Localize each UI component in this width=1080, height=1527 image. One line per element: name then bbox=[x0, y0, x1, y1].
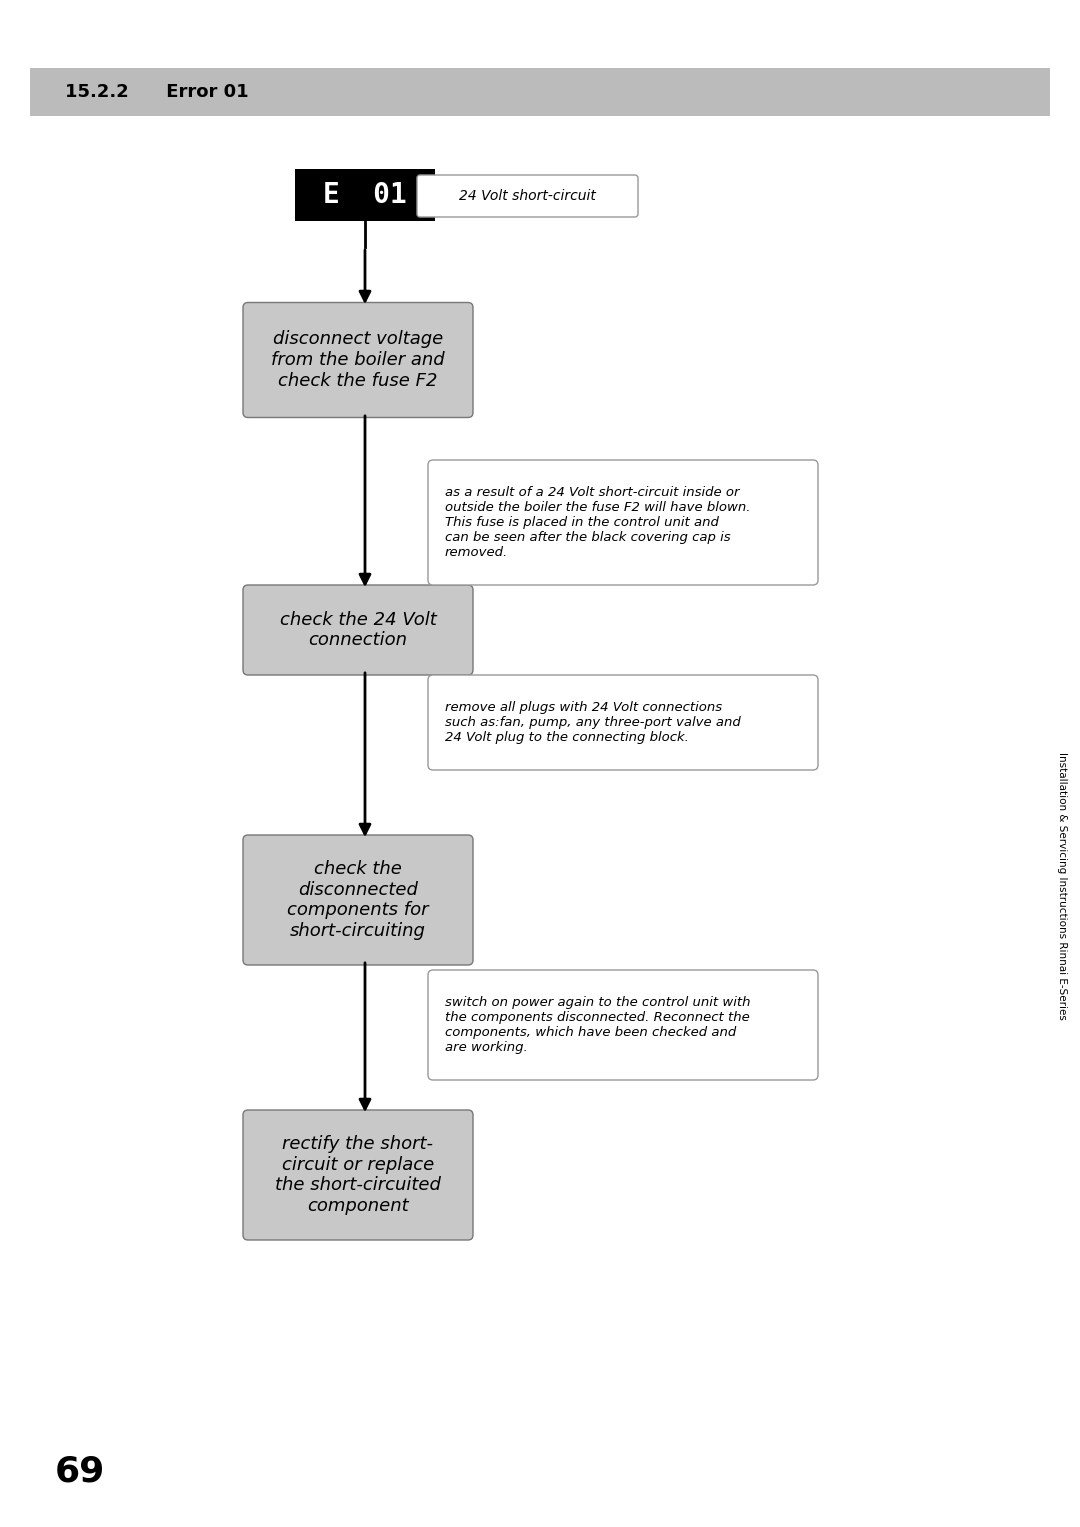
FancyBboxPatch shape bbox=[243, 1110, 473, 1240]
Text: disconnect voltage
from the boiler and
check the fuse F2: disconnect voltage from the boiler and c… bbox=[271, 330, 445, 389]
FancyBboxPatch shape bbox=[243, 302, 473, 417]
Text: Installation & Servicing Instructions Rinnai E-Series: Installation & Servicing Instructions Ri… bbox=[1057, 751, 1067, 1020]
Text: 24 Volt short-circuit: 24 Volt short-circuit bbox=[459, 189, 596, 203]
FancyBboxPatch shape bbox=[243, 585, 473, 675]
Text: E  01: E 01 bbox=[323, 182, 407, 209]
Text: 69: 69 bbox=[55, 1455, 106, 1489]
Text: switch on power again to the control unit with
the components disconnected. Reco: switch on power again to the control uni… bbox=[445, 996, 751, 1054]
FancyBboxPatch shape bbox=[295, 169, 435, 221]
Text: check the
disconnected
components for
short-circuiting: check the disconnected components for sh… bbox=[287, 860, 429, 941]
FancyBboxPatch shape bbox=[428, 675, 818, 770]
FancyBboxPatch shape bbox=[417, 176, 638, 217]
Text: as a result of a 24 Volt short-circuit inside or
outside the boiler the fuse F2 : as a result of a 24 Volt short-circuit i… bbox=[445, 486, 751, 559]
FancyBboxPatch shape bbox=[428, 460, 818, 585]
Text: check the 24 Volt
connection: check the 24 Volt connection bbox=[280, 611, 436, 649]
Text: rectify the short-
circuit or replace
the short-circuited
component: rectify the short- circuit or replace th… bbox=[275, 1135, 441, 1215]
FancyBboxPatch shape bbox=[428, 970, 818, 1080]
Text: 15.2.2      Error 01: 15.2.2 Error 01 bbox=[65, 82, 248, 101]
Text: remove all plugs with 24 Volt connections
such as:fan, pump, any three-port valv: remove all plugs with 24 Volt connection… bbox=[445, 701, 741, 744]
FancyBboxPatch shape bbox=[30, 69, 1050, 116]
FancyBboxPatch shape bbox=[243, 835, 473, 965]
